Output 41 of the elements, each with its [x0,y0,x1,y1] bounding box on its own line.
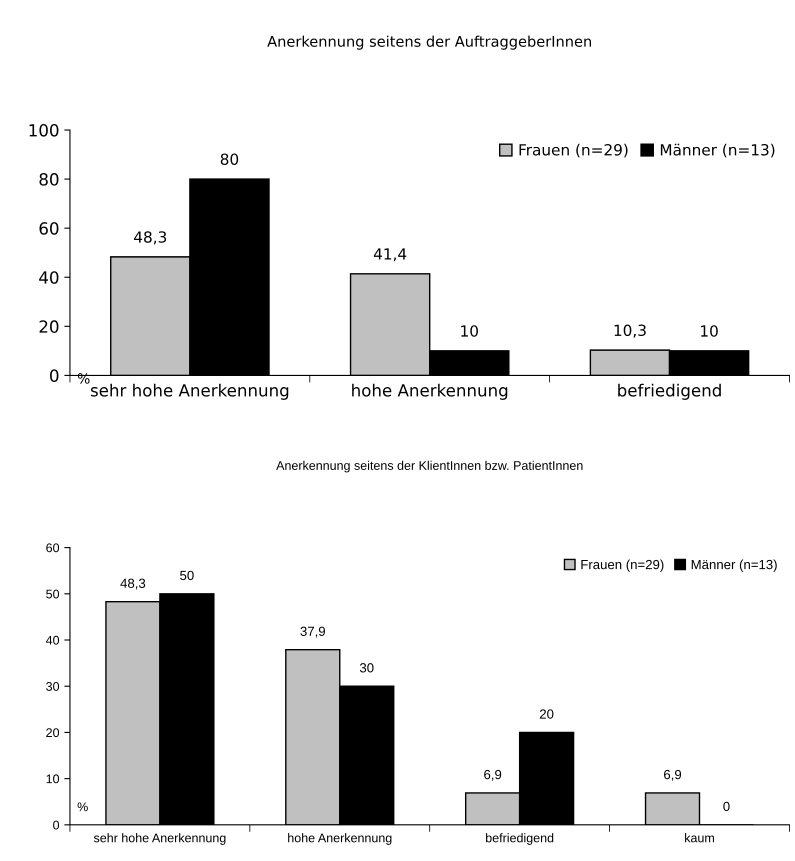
x-tick-label: sehr hohe Anerkennung [90,384,288,400]
x-tick-label: hohe Anerkennung [288,833,392,845]
data-label: 80 [220,153,238,166]
x-tick-label: befriedigend [618,384,721,400]
y-tick-label: 100 [30,124,58,137]
data-label: 50 [180,570,194,580]
legend-label: Männer (n=13) [692,560,777,572]
data-label: 41,4 [374,248,406,262]
legend-label: Frauen (n=29) [581,560,664,572]
data-label: 0 [723,802,730,812]
y-tick-label: 0 [53,820,60,830]
y-tick-label: 80 [39,173,58,186]
x-tick-label: sehr hohe Anerkennung [94,833,226,845]
legend-label: Frauen (n=29) [520,144,628,158]
legend-label: Männer (n=13) [660,144,774,158]
y-tick-label: 40 [39,271,58,284]
y-tick-label: 60 [40,222,58,235]
data-label: 30 [360,663,374,672]
data-label: 20 [540,709,554,719]
data-label: 6,9 [484,770,502,781]
data-label: 10 [701,325,718,337]
y-tick-label: 30 [46,682,60,691]
x-tick-label: kaum [685,833,714,842]
y-tick-label: 40 [46,636,60,645]
annotation: % [78,802,88,812]
y-tick-label: 60 [46,543,60,552]
data-label: 48,3 [120,578,146,590]
chart-title: Anerkennung seitens der KlientInnen bzw. PatientInnen [276,460,582,472]
y-tick-label: 50 [46,590,60,598]
y-tick-label: 0 [50,369,58,382]
data-label: 6,9 [664,770,682,781]
data-label: 10,3 [614,324,646,338]
data-label: 48,3 [134,231,166,244]
y-tick-label: 10 [46,774,60,784]
data-label: 10 [461,325,478,337]
x-tick-label: hohe Anerkennung [352,384,508,400]
data-label: 37,9 [300,626,325,638]
chart-title: Anerkennung seitens der AuftraggeberInnen [267,36,591,50]
y-tick-label: 20 [40,320,58,333]
x-tick-label: befriedigend [486,833,554,845]
y-tick-label: 20 [46,728,60,738]
